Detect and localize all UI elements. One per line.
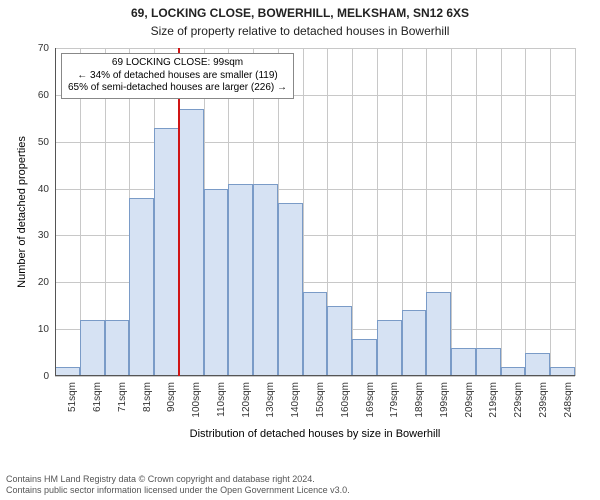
histogram-bar: [525, 353, 550, 376]
x-axis-line: [55, 375, 575, 376]
ytick-label: 70: [19, 43, 49, 54]
ytick-label: 10: [19, 324, 49, 335]
ytick-label: 0: [19, 371, 49, 382]
histogram-chart: 69, LOCKING CLOSE, BOWERHILL, MELKSHAM, …: [0, 0, 600, 500]
gridline-vertical: [476, 48, 477, 376]
property-annotation: 69 LOCKING CLOSE: 99sqm← 34% of detached…: [61, 53, 294, 99]
ytick-label: 60: [19, 90, 49, 101]
xtick-label: 219sqm: [488, 382, 499, 432]
histogram-bar: [426, 292, 451, 376]
ytick-label: 20: [19, 277, 49, 288]
xtick-label: 160sqm: [340, 382, 351, 432]
gridline-vertical: [575, 48, 576, 376]
footer-line-2: Contains public sector information licen…: [6, 485, 350, 496]
xtick-label: 100sqm: [191, 382, 202, 432]
gridline-horizontal: [55, 189, 575, 190]
histogram-bar: [129, 198, 154, 376]
annotation-line: 65% of semi-detached houses are larger (…: [68, 82, 287, 95]
chart-subtitle: Size of property relative to detached ho…: [0, 24, 600, 38]
ytick-label: 50: [19, 137, 49, 148]
annotation-line: 69 LOCKING CLOSE: 99sqm: [68, 57, 287, 70]
histogram-bar: [204, 189, 229, 376]
xtick-label: 90sqm: [166, 382, 177, 432]
xtick-label: 189sqm: [414, 382, 425, 432]
xtick-label: 120sqm: [241, 382, 252, 432]
chart-title-address: 69, LOCKING CLOSE, BOWERHILL, MELKSHAM, …: [0, 6, 600, 20]
histogram-bar: [154, 128, 179, 376]
histogram-bar: [327, 306, 352, 376]
gridline-horizontal: [55, 48, 575, 49]
xtick-label: 61sqm: [92, 382, 103, 432]
histogram-bar: [352, 339, 377, 376]
footer-attribution: Contains HM Land Registry data © Crown c…: [6, 474, 350, 497]
y-axis-line: [55, 48, 56, 376]
histogram-bar: [451, 348, 476, 376]
xtick-label: 140sqm: [290, 382, 301, 432]
histogram-bar: [80, 320, 105, 376]
histogram-bar: [179, 109, 204, 376]
xtick-label: 110sqm: [216, 382, 227, 432]
annotation-line: ← 34% of detached houses are smaller (11…: [68, 70, 287, 83]
ytick-label: 40: [19, 184, 49, 195]
xtick-label: 229sqm: [513, 382, 524, 432]
gridline-vertical: [525, 48, 526, 376]
histogram-bar: [105, 320, 130, 376]
histogram-bar: [377, 320, 402, 376]
gridline-vertical: [550, 48, 551, 376]
xtick-label: 179sqm: [389, 382, 400, 432]
xtick-label: 81sqm: [142, 382, 153, 432]
xtick-label: 239sqm: [538, 382, 549, 432]
histogram-bar: [253, 184, 278, 376]
xtick-label: 51sqm: [67, 382, 78, 432]
gridline-vertical: [451, 48, 452, 376]
gridline-vertical: [501, 48, 502, 376]
histogram-bar: [303, 292, 328, 376]
histogram-bar: [228, 184, 253, 376]
xtick-label: 248sqm: [563, 382, 574, 432]
xtick-label: 209sqm: [464, 382, 475, 432]
footer-line-1: Contains HM Land Registry data © Crown c…: [6, 474, 350, 485]
ytick-label: 30: [19, 230, 49, 241]
histogram-bar: [476, 348, 501, 376]
histogram-bar: [278, 203, 303, 376]
xtick-label: 169sqm: [365, 382, 376, 432]
xtick-label: 150sqm: [315, 382, 326, 432]
gridline-vertical: [352, 48, 353, 376]
histogram-bar: [402, 310, 427, 376]
xtick-label: 130sqm: [265, 382, 276, 432]
xtick-label: 71sqm: [117, 382, 128, 432]
xtick-label: 199sqm: [439, 382, 450, 432]
gridline-horizontal: [55, 142, 575, 143]
gridline-horizontal: [55, 376, 575, 377]
